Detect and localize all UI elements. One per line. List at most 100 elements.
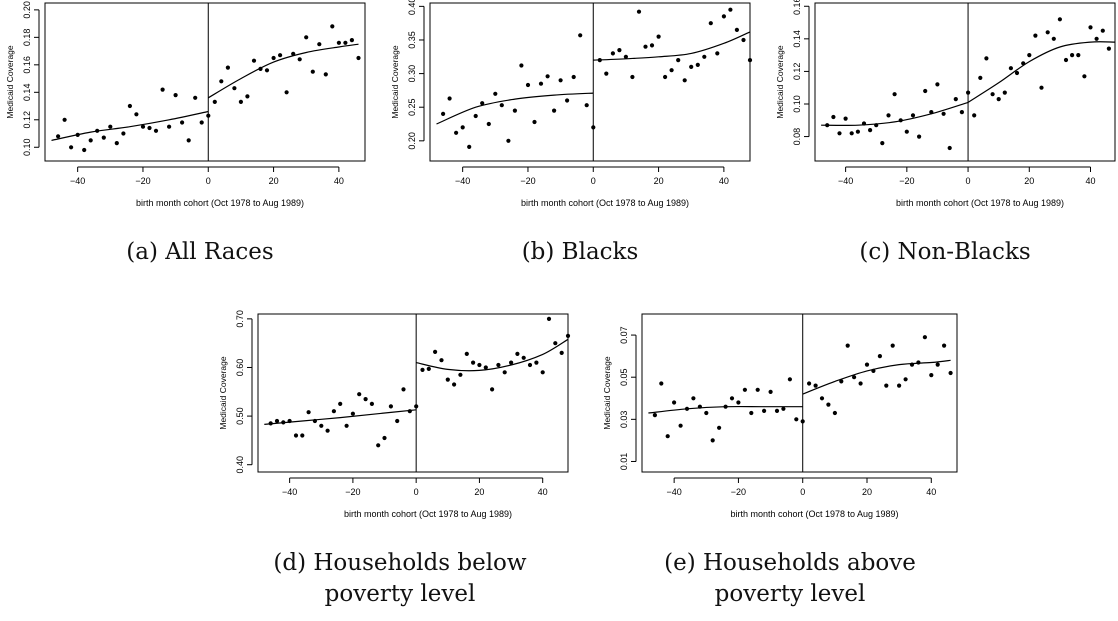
data-point-d: [293, 433, 299, 438]
data-point-b: [682, 78, 687, 83]
data-point-b: [715, 51, 720, 56]
data-point-c: [880, 141, 885, 146]
caption-d: (d) Households below poverty level: [240, 548, 560, 610]
data-point-c: [849, 131, 854, 136]
data-point-e: [704, 410, 709, 416]
data-point-e: [800, 419, 805, 424]
data-point-e: [684, 406, 690, 411]
data-point-b: [493, 91, 498, 96]
data-point-d: [433, 349, 438, 354]
data-point-c: [868, 128, 873, 133]
data-point-d: [376, 443, 381, 448]
y-axis-label-c: Medicaid Coverage: [775, 45, 785, 119]
data-point-e: [742, 387, 748, 392]
data-point-b: [604, 71, 609, 76]
data-point-d: [401, 387, 406, 392]
data-point-d: [534, 360, 539, 365]
data-point-b: [597, 58, 602, 63]
data-point-a: [186, 138, 191, 143]
x-tick-label-a: −20: [135, 176, 150, 186]
data-point-e: [697, 404, 703, 409]
data-point-a: [121, 131, 126, 136]
data-point-d: [407, 409, 412, 414]
data-point-e: [774, 408, 780, 413]
data-point-b: [623, 54, 629, 59]
data-point-c: [843, 116, 848, 121]
data-point-d: [464, 351, 469, 356]
data-point-b: [525, 82, 531, 88]
data-point-b: [695, 62, 700, 67]
data-point-c: [935, 82, 940, 87]
data-point-c: [959, 110, 965, 115]
data-point-a: [88, 138, 93, 143]
data-point-e: [691, 396, 696, 401]
data-point-a: [134, 112, 139, 117]
data-point-c: [1076, 53, 1081, 58]
data-point-d: [565, 333, 571, 338]
data-point-a: [304, 35, 309, 40]
data-point-d: [458, 372, 463, 377]
data-point-a: [291, 51, 296, 56]
data-point-a: [278, 53, 283, 58]
data-point-b: [734, 27, 740, 32]
data-point-e: [916, 360, 921, 365]
data-point-b: [460, 125, 465, 130]
data-point-c: [904, 129, 909, 134]
chart-panel-e: −40 −20 0 20 40 birth month cohort (Oct 1978 …: [602, 313, 958, 519]
x-tick-label-e: 20: [862, 487, 872, 497]
data-point-e: [884, 383, 889, 388]
y-tick-label-d: 0.60: [235, 359, 245, 377]
data-point-b: [643, 44, 648, 49]
data-point-a: [114, 141, 119, 146]
data-point-e: [807, 381, 812, 386]
data-point-b: [584, 103, 589, 108]
data-point-e: [678, 423, 683, 428]
data-point-c: [1039, 85, 1044, 90]
data-point-d: [344, 423, 349, 428]
data-point-c: [929, 110, 934, 115]
data-point-d: [306, 410, 311, 415]
data-point-a: [140, 124, 146, 129]
y-tick-label-b: 0.35: [407, 31, 417, 49]
data-point-a: [225, 65, 230, 70]
data-point-b: [454, 130, 459, 135]
data-point-b: [552, 108, 557, 113]
data-point-b: [630, 74, 635, 80]
data-point-b: [506, 138, 511, 143]
data-point-e: [922, 335, 928, 340]
x-tick-label-b: −20: [520, 176, 535, 186]
caption-d-line2: poverty level: [324, 581, 476, 607]
data-point-b: [480, 101, 485, 106]
data-point-e: [929, 373, 934, 378]
data-point-d: [471, 360, 476, 365]
data-point-b: [747, 58, 753, 63]
data-point-c: [1100, 28, 1105, 33]
y-tick-label-d: 0.40: [235, 456, 245, 474]
data-point-e: [942, 343, 947, 348]
fit-line-left-d: [264, 409, 417, 425]
data-point-b: [473, 113, 478, 119]
data-point-a: [251, 58, 257, 63]
data-point-b: [486, 121, 491, 127]
data-point-b: [649, 43, 655, 48]
data-point-b: [689, 64, 694, 69]
x-tick-label-b: 0: [591, 176, 596, 186]
data-point-d: [350, 411, 355, 416]
x-tick-label-d: 20: [474, 487, 484, 497]
data-point-d: [369, 401, 374, 406]
data-point-b: [499, 103, 504, 108]
data-point-a: [212, 99, 217, 104]
data-point-c: [892, 92, 897, 97]
chart-panel-c: −40 −20 0 20 40 birth month cohort (Oct 1978 …: [775, 0, 1116, 208]
data-point-a: [343, 40, 348, 45]
data-point-c: [1033, 33, 1038, 38]
data-point-d: [509, 360, 514, 365]
y-tick-label-c: 0.10: [792, 95, 802, 113]
fit-line-right-b: [593, 31, 751, 61]
y-tick-label-d: 0.70: [235, 310, 245, 328]
data-point-d: [287, 418, 292, 424]
data-point-e: [787, 377, 793, 382]
data-point-c: [1014, 70, 1020, 76]
data-point-c: [910, 113, 916, 118]
data-point-b: [656, 34, 661, 39]
